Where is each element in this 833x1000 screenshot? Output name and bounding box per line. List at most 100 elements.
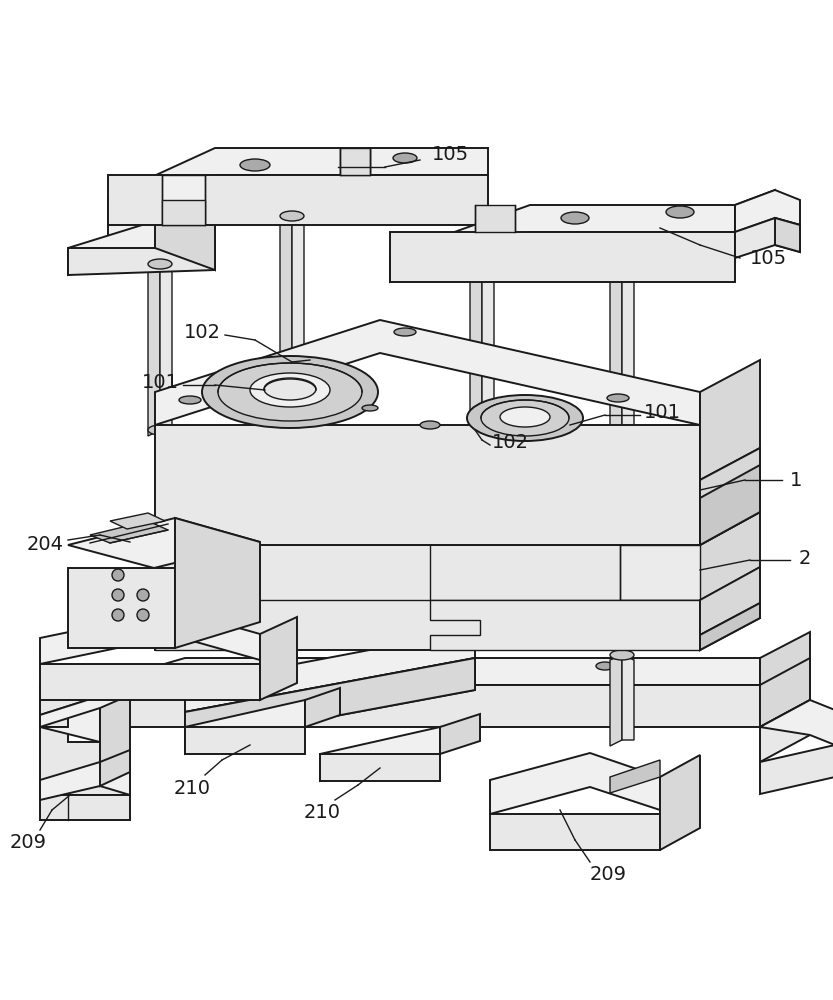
Text: 102: 102 <box>183 322 221 342</box>
Polygon shape <box>760 632 810 727</box>
Ellipse shape <box>250 373 330 407</box>
Polygon shape <box>90 521 168 543</box>
Ellipse shape <box>148 259 172 269</box>
Polygon shape <box>40 683 130 727</box>
Polygon shape <box>430 600 700 650</box>
Polygon shape <box>108 175 215 248</box>
Polygon shape <box>155 320 700 425</box>
Polygon shape <box>760 658 810 727</box>
Text: 1: 1 <box>790 471 802 489</box>
Polygon shape <box>155 545 700 650</box>
Ellipse shape <box>500 407 550 427</box>
Polygon shape <box>40 762 130 800</box>
Polygon shape <box>68 221 215 275</box>
Ellipse shape <box>240 159 270 171</box>
Polygon shape <box>610 655 622 746</box>
Polygon shape <box>475 205 515 232</box>
Polygon shape <box>68 568 175 648</box>
Polygon shape <box>735 190 775 232</box>
Polygon shape <box>40 696 100 742</box>
Ellipse shape <box>148 425 172 435</box>
Polygon shape <box>700 360 760 545</box>
Polygon shape <box>155 473 700 545</box>
Polygon shape <box>108 175 488 225</box>
Polygon shape <box>155 425 700 545</box>
Polygon shape <box>320 754 440 781</box>
Polygon shape <box>260 617 297 700</box>
Ellipse shape <box>264 378 316 400</box>
Polygon shape <box>185 630 475 712</box>
Ellipse shape <box>610 515 634 525</box>
Polygon shape <box>155 197 215 270</box>
Polygon shape <box>610 242 622 526</box>
Polygon shape <box>185 658 475 744</box>
Polygon shape <box>185 727 305 754</box>
Polygon shape <box>735 190 800 232</box>
Ellipse shape <box>218 363 362 421</box>
Ellipse shape <box>137 609 149 621</box>
Polygon shape <box>340 148 370 175</box>
Ellipse shape <box>610 237 634 247</box>
Polygon shape <box>700 448 760 545</box>
Ellipse shape <box>202 356 378 428</box>
Ellipse shape <box>112 569 124 581</box>
Polygon shape <box>775 218 800 252</box>
Polygon shape <box>40 664 260 700</box>
Text: 204: 204 <box>27 536 63 554</box>
Polygon shape <box>470 274 482 471</box>
Polygon shape <box>482 274 494 465</box>
Polygon shape <box>760 700 833 745</box>
Polygon shape <box>175 518 260 648</box>
Polygon shape <box>68 248 215 275</box>
Text: 210: 210 <box>173 778 211 798</box>
Polygon shape <box>700 512 760 650</box>
Polygon shape <box>100 683 130 770</box>
Polygon shape <box>620 545 700 600</box>
Ellipse shape <box>179 396 201 404</box>
Text: 102: 102 <box>491 432 528 452</box>
Polygon shape <box>40 658 760 727</box>
Polygon shape <box>610 760 660 793</box>
Ellipse shape <box>394 328 416 336</box>
Polygon shape <box>490 753 660 814</box>
Text: 210: 210 <box>303 802 341 822</box>
Polygon shape <box>440 714 480 754</box>
Polygon shape <box>185 658 475 744</box>
Text: 2: 2 <box>799 548 811 568</box>
Ellipse shape <box>393 153 417 163</box>
Text: 209: 209 <box>590 865 626 884</box>
Polygon shape <box>160 264 172 430</box>
Polygon shape <box>390 232 735 282</box>
Ellipse shape <box>112 589 124 601</box>
Polygon shape <box>292 216 304 375</box>
Polygon shape <box>340 148 370 175</box>
Ellipse shape <box>561 212 589 224</box>
Polygon shape <box>40 610 260 664</box>
Polygon shape <box>40 795 130 820</box>
Ellipse shape <box>280 370 304 380</box>
Ellipse shape <box>421 668 439 676</box>
Polygon shape <box>155 600 230 650</box>
Ellipse shape <box>137 589 149 601</box>
Polygon shape <box>700 448 760 498</box>
Ellipse shape <box>470 460 494 470</box>
Polygon shape <box>68 518 260 568</box>
Ellipse shape <box>610 650 634 660</box>
Polygon shape <box>305 688 340 727</box>
Polygon shape <box>390 205 735 282</box>
Ellipse shape <box>607 394 629 402</box>
Text: 209: 209 <box>9 834 47 852</box>
Polygon shape <box>760 700 810 762</box>
Polygon shape <box>108 148 488 225</box>
Text: 101: 101 <box>142 372 178 391</box>
Polygon shape <box>110 513 165 529</box>
Polygon shape <box>155 545 230 600</box>
Ellipse shape <box>481 400 569 436</box>
Ellipse shape <box>467 395 583 441</box>
Polygon shape <box>40 727 130 795</box>
Ellipse shape <box>280 211 304 221</box>
Polygon shape <box>735 218 800 258</box>
Polygon shape <box>185 700 305 754</box>
Polygon shape <box>660 755 700 850</box>
Polygon shape <box>622 242 634 520</box>
